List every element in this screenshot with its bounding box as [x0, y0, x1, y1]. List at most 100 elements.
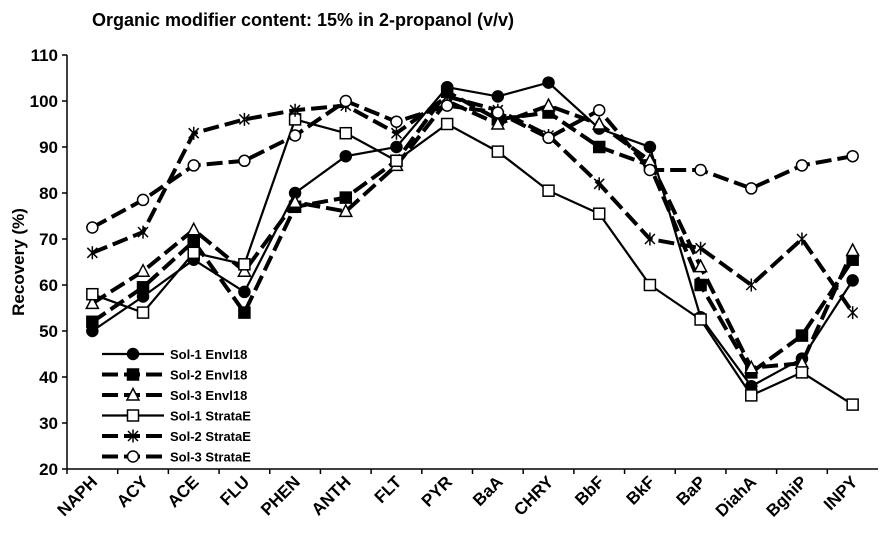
marker	[390, 115, 403, 128]
marker	[845, 242, 860, 257]
legend-label: Sol-2 StrataE	[170, 429, 251, 444]
marker	[795, 159, 809, 172]
marker	[542, 76, 555, 89]
marker	[390, 126, 402, 140]
marker	[136, 281, 150, 294]
y-tick-label: 90	[39, 138, 58, 157]
marker	[85, 295, 100, 310]
marker	[126, 347, 140, 361]
x-tick-label: ACY	[113, 472, 152, 511]
marker	[135, 263, 151, 277]
marker	[744, 359, 759, 374]
marker	[86, 287, 99, 301]
x-tick-label: ACE	[164, 472, 203, 511]
legend-label: Sol-3 Envl18	[170, 388, 247, 403]
marker	[238, 112, 250, 126]
x-tick-label: ANTH	[308, 472, 355, 519]
marker	[694, 278, 707, 292]
y-tick-label: 30	[39, 414, 58, 433]
x-tick-label: CHRY	[510, 472, 558, 520]
marker	[187, 246, 200, 260]
marker	[795, 366, 809, 379]
marker	[126, 409, 140, 422]
marker	[592, 140, 606, 154]
marker	[592, 103, 606, 117]
marker	[542, 131, 555, 145]
marker	[125, 386, 141, 401]
marker	[288, 129, 302, 142]
x-tick-label: PYR	[418, 472, 456, 510]
x-tick-label: BaP	[673, 472, 710, 509]
marker	[339, 126, 353, 140]
x-tick-label: PHEN	[257, 472, 304, 519]
marker	[136, 306, 150, 319]
marker	[187, 235, 200, 248]
y-axis-label: Recovery (%)	[9, 208, 28, 316]
marker	[126, 450, 140, 463]
y-tick-label: 20	[39, 460, 58, 479]
marker	[643, 140, 657, 154]
x-tick-label: DiahA	[712, 472, 760, 520]
x-tick-label: BbF	[571, 472, 608, 509]
marker	[490, 115, 506, 130]
marker	[86, 246, 98, 260]
marker	[390, 154, 403, 168]
marker	[694, 163, 707, 177]
marker	[795, 329, 809, 342]
marker	[287, 194, 303, 208]
x-tick-label: NAPH	[54, 472, 101, 519]
marker	[643, 278, 657, 292]
y-tick-label: 70	[39, 230, 58, 249]
x-tick-label: BkF	[623, 472, 659, 508]
marker	[593, 177, 605, 191]
marker	[846, 398, 859, 411]
marker	[186, 221, 201, 236]
marker	[187, 159, 200, 172]
marker	[541, 97, 556, 112]
marker	[338, 203, 354, 218]
series-line	[91, 98, 854, 230]
x-tick-label: FLU	[216, 472, 253, 509]
marker	[491, 90, 505, 103]
y-tick-label: 50	[39, 322, 58, 341]
y-tick-label: 60	[39, 276, 58, 295]
chart-title: Organic modifier content: 15% in 2-propa…	[92, 10, 514, 30]
marker	[847, 306, 859, 320]
marker	[238, 258, 251, 271]
marker	[592, 207, 606, 220]
legend-label: Sol-3 StrataE	[170, 450, 251, 465]
series-line	[91, 89, 855, 376]
marker	[491, 106, 505, 119]
marker	[126, 368, 140, 381]
marker	[694, 313, 707, 326]
x-tick-label: FLT	[371, 472, 406, 507]
marker	[137, 225, 149, 239]
series-line	[91, 118, 854, 406]
marker	[491, 145, 505, 158]
marker	[693, 258, 708, 273]
marker	[846, 274, 859, 287]
x-tick-label: INPY	[820, 472, 862, 514]
marker	[796, 232, 808, 246]
marker	[86, 221, 99, 234]
legend-label: Sol-1 StrataE	[170, 409, 251, 424]
marker	[238, 285, 251, 299]
x-tick-label: BaA	[469, 472, 506, 509]
y-tick-label: 110	[31, 46, 58, 65]
marker	[339, 191, 353, 204]
series-line	[91, 94, 855, 314]
legend-label: Sol-1 Envl18	[170, 347, 247, 362]
marker	[136, 193, 150, 207]
marker	[238, 306, 251, 319]
marker	[745, 182, 758, 195]
marker	[644, 232, 656, 246]
marker	[643, 163, 657, 177]
y-tick-label: 40	[39, 368, 58, 387]
marker	[440, 117, 454, 131]
y-tick-label: 80	[39, 184, 58, 203]
series-line	[91, 81, 854, 388]
marker	[440, 99, 454, 112]
marker	[591, 115, 607, 130]
y-tick-label: 100	[30, 92, 58, 111]
marker	[390, 140, 403, 154]
